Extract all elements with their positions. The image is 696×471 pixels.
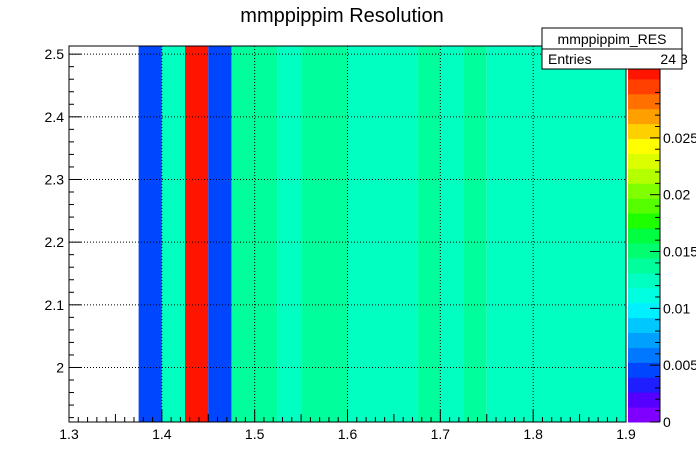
chart-title: mmppippim Resolution — [240, 5, 443, 27]
x-tick-label: 1.8 — [523, 426, 543, 442]
heatmap-bin-10 — [463, 46, 487, 422]
palette-swatch-17 — [628, 153, 660, 169]
palette-tick-label: 0.005 — [663, 357, 696, 373]
palette-swatch-7 — [628, 302, 660, 319]
palette-swatch-18 — [628, 138, 660, 154]
heatmap-bin-7 — [347, 46, 418, 422]
y-tick-label: 2.3 — [45, 171, 65, 187]
heatmap-bin-8 — [417, 46, 441, 422]
heatmap-bin-5 — [277, 46, 302, 422]
x-tick-label: 1.6 — [338, 426, 358, 442]
x-tick-label: 1.9 — [616, 426, 636, 442]
stats-entries-value: 24 — [660, 51, 676, 67]
x-tick-label: 1.4 — [152, 426, 172, 442]
palette-swatch-11 — [628, 243, 660, 259]
palette-swatch-12 — [628, 228, 660, 244]
palette-exponent-label: 3 — [680, 51, 688, 67]
palette-swatch-0 — [628, 407, 660, 423]
palette-swatch-5 — [628, 332, 660, 348]
y-tick-label: 2.5 — [45, 46, 65, 62]
palette-swatch-6 — [628, 317, 660, 333]
heatmap-bin-1 — [161, 46, 186, 422]
palette-swatch-22 — [628, 78, 660, 95]
palette-swatch-8 — [628, 287, 660, 304]
palette-tick-label: 0.02 — [663, 187, 690, 203]
y-tick-label: 2.4 — [45, 109, 65, 125]
palette-swatch-13 — [628, 213, 660, 229]
palette-swatch-2 — [628, 377, 660, 393]
heatmap-bin-3 — [208, 46, 232, 422]
x-tick-label: 1.3 — [59, 426, 79, 442]
palette-swatch-15 — [628, 183, 660, 199]
x-tick-label: 1.7 — [431, 426, 451, 442]
y-tick-label: 2.2 — [45, 234, 65, 250]
palette-tick-label: 0.025 — [663, 130, 696, 146]
palette-tick-label: 0.01 — [663, 300, 690, 316]
palette-swatch-21 — [628, 93, 660, 110]
palette-swatch-19 — [628, 123, 660, 140]
palette-swatch-1 — [628, 392, 660, 408]
y-tick-label: 2.1 — [45, 297, 65, 313]
palette-swatch-4 — [628, 347, 660, 363]
x-tick-label: 1.5 — [245, 426, 265, 442]
palette-swatch-20 — [628, 108, 660, 125]
heatmap-bin-6 — [301, 46, 348, 422]
y-tick-label: 2 — [56, 359, 64, 375]
heatmap-bin-11 — [486, 46, 626, 422]
palette-swatch-16 — [628, 168, 660, 184]
stats-box-name: mmppippim_RES — [558, 31, 667, 47]
palette-tick-label: 0 — [663, 414, 671, 430]
color-palette-bar: 0 0.005 0.01 0.015 0.02 0.025 3 — [628, 51, 696, 430]
palette-swatch-9 — [628, 272, 660, 289]
stats-entries-label: Entries — [548, 51, 592, 67]
heatmap-bin-9 — [440, 46, 464, 422]
stats-box: mmppippim_RES Entries 24 — [541, 27, 683, 70]
palette-swatch-3 — [628, 362, 660, 378]
heatmap-bins — [138, 46, 626, 422]
heatmap-bin-2 — [185, 46, 209, 422]
palette-tick-label: 0.015 — [663, 244, 696, 260]
heatmap-bin-4 — [231, 46, 278, 422]
palette-swatch-10 — [628, 257, 660, 274]
heatmap-bin-0 — [138, 46, 162, 422]
axes: 1.3 1.4 1.5 1.6 1.7 1.8 1.9 2 2.1 2.2 2.3 2.4 2.5 — [45, 46, 636, 442]
palette-swatch-14 — [628, 198, 660, 214]
